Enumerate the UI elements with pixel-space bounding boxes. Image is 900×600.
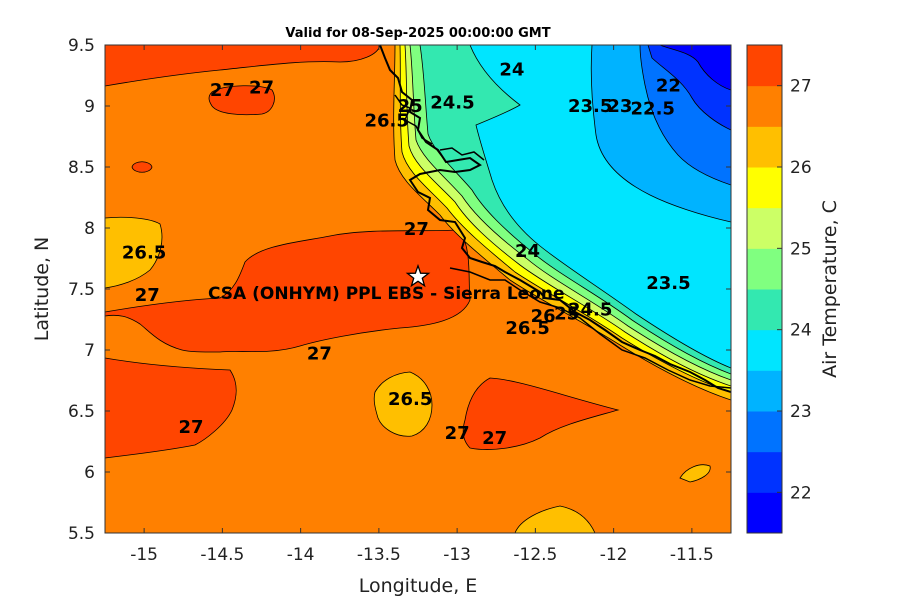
colorbar-swatch [747, 370, 782, 412]
site-star-marker [405, 263, 431, 288]
contour-label: 27 [210, 80, 235, 101]
site-group: CSA (ONHYM) PPL EBS - Sierra Leone [208, 263, 565, 304]
y-tick-label: 8 [84, 219, 95, 239]
contour-label: 24 [499, 59, 524, 80]
colorbar-swatch [747, 248, 782, 290]
region-band-21-5 [659, 45, 731, 91]
region-27-patch-north [208, 85, 275, 116]
contour-label: 27 [445, 423, 470, 444]
colorbar-swatch [747, 45, 782, 87]
colorbar-swatch [747, 289, 782, 331]
x-tick-label: -14.5 [200, 545, 244, 565]
y-tick-label: 6 [84, 463, 95, 483]
colorbar-swatch [747, 85, 782, 127]
region-27-patch-small [131, 161, 153, 173]
colorbar-tick-label: 25 [790, 239, 812, 259]
x-tick-label: -15 [130, 545, 158, 565]
colorbar-swatch [747, 451, 782, 493]
y-tick-label: 7 [84, 341, 95, 361]
colorbar-swatch [747, 411, 782, 453]
region-27-north-west [105, 45, 381, 87]
region-27-south-west [105, 357, 237, 459]
x-tick-label: -13 [443, 545, 471, 565]
contour-label: 24 [515, 241, 540, 262]
colorbar-tick-label: 27 [790, 77, 812, 97]
region-27-central [105, 229, 471, 353]
colorbar-swatch [747, 329, 782, 371]
colorbar-swatch [747, 126, 782, 168]
region-26-patch-west [105, 216, 163, 289]
contour-label: 25 [398, 96, 423, 117]
coastline [379, 45, 731, 393]
coastline-detail-3 [449, 267, 731, 389]
coastline-detail-1 [394, 94, 433, 145]
contour-label: 27 [179, 417, 204, 438]
colorbar: 22 23 24 25 26 27 [746, 44, 812, 534]
y-tick-label: 8.5 [68, 158, 95, 178]
colorbar-tick-label: 22 [790, 483, 812, 503]
contour-label: 27 [249, 78, 274, 99]
colorbar-title: Air Temperature, C [819, 200, 841, 378]
region-27-south-east [462, 377, 620, 450]
y-tick-label: 6.5 [68, 402, 95, 422]
contour-label: 26.5 [364, 111, 408, 132]
y-tick-label: 9.5 [68, 36, 95, 56]
y-axis-title: Latitude, N [31, 237, 53, 342]
colorbar-swatch [747, 492, 782, 534]
contour-label: 22.5 [631, 98, 675, 119]
contour-label: 27 [135, 285, 160, 306]
colorbar-tick-label: 26 [790, 158, 812, 178]
contour-label: 26 [531, 306, 556, 327]
y-axis: 5.5 6 6.5 7 7.5 8 8.5 9 9.5 [68, 36, 731, 544]
y-tick-label: 7.5 [68, 280, 95, 300]
coastline-path [379, 45, 731, 393]
colorbar-swatch [747, 207, 782, 249]
contour-label: 27 [404, 219, 429, 240]
colorbar-tick-label: 23 [790, 402, 812, 422]
contour-label: 27 [307, 344, 332, 365]
region-26-patch-bottom [514, 505, 596, 533]
contour-label: 24.5 [568, 300, 612, 321]
x-axis-title: Longitude, E [359, 575, 478, 597]
colorbar-tick-label: 24 [790, 321, 812, 341]
x-tick-label: -11.5 [670, 545, 714, 565]
contour-label: 26.5 [388, 389, 432, 410]
coastline-detail-2 [439, 147, 485, 161]
x-tick-label: -12.5 [513, 545, 557, 565]
region-26-patch-east [679, 464, 711, 483]
contour-label: 26.5 [505, 318, 549, 339]
contour-label: 25 [554, 303, 579, 324]
contour-label: 27 [482, 428, 507, 449]
contour-label: 26.5 [122, 242, 166, 263]
region-26-patch-south [373, 371, 433, 437]
x-tick-label: -12 [600, 545, 628, 565]
contour-label: 22 [656, 75, 681, 96]
x-tick-label: -14 [287, 545, 315, 565]
colorbar-swatch [747, 167, 782, 209]
contour-label: 24.5 [430, 92, 474, 113]
contour-label: 23 [607, 96, 632, 117]
colorbar-frame [746, 44, 783, 534]
contour-label: 23.5 [568, 96, 612, 117]
site-label: CSA (ONHYM) PPL EBS - Sierra Leone [208, 284, 565, 304]
contour-label: 23.5 [646, 273, 690, 294]
y-tick-label: 5.5 [68, 524, 95, 544]
x-tick-label: -13.5 [357, 545, 401, 565]
y-tick-label: 9 [84, 97, 95, 117]
x-axis: -15 -14.5 -14 -13.5 -13 -12.5 -12 -11.5 [130, 45, 714, 565]
chart-title: Valid for 08-Sep-2025 00:00:00 GMT [285, 26, 550, 41]
